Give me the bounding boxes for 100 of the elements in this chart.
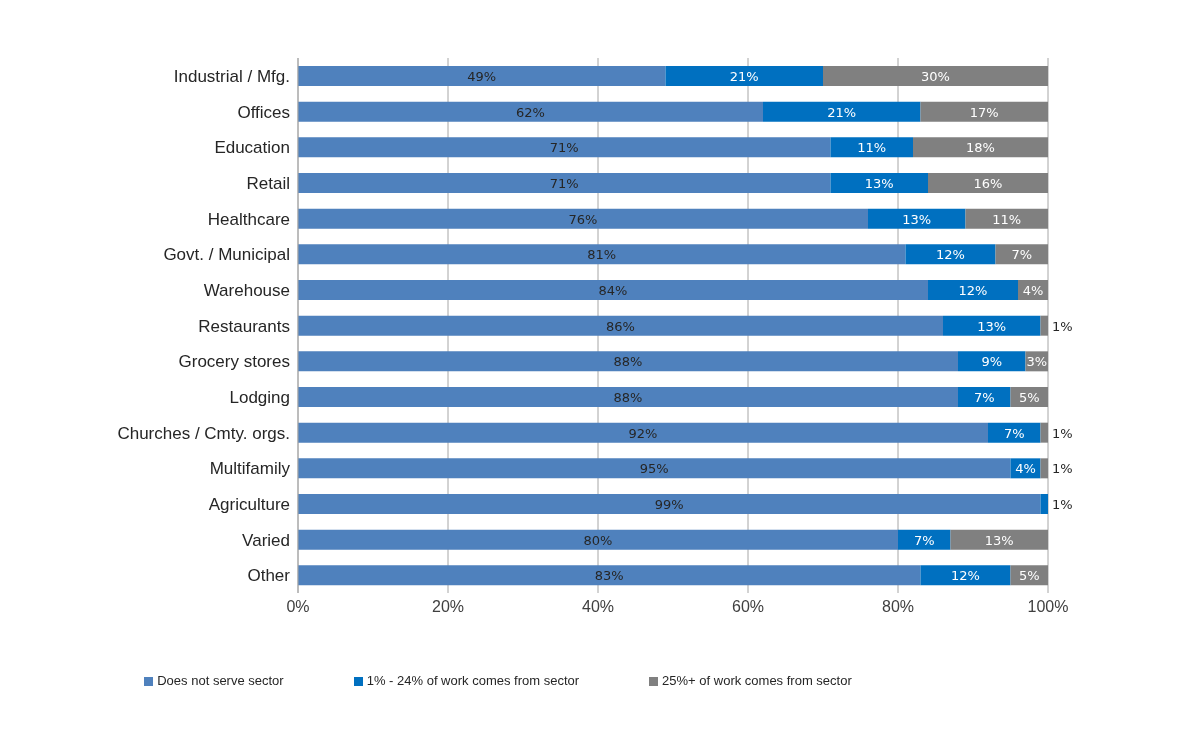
data-label: 5% — [1018, 568, 1040, 584]
data-label: 13% — [864, 176, 894, 191]
bar — [995, 244, 1048, 265]
y-tick-label: Churches / Cmty. orgs. — [117, 423, 290, 443]
legend-label: 25%+ of work comes from sector — [662, 673, 852, 688]
bar — [950, 529, 1048, 550]
data-label: 21% — [729, 69, 759, 84]
legend-label: 1% - 24% of work comes from sector — [366, 673, 580, 688]
bar — [1040, 494, 1048, 514]
data-label: 12% — [951, 568, 980, 584]
bar — [1040, 315, 1048, 336]
data-label: 1% — [1052, 497, 1073, 512]
bar — [928, 173, 1048, 193]
bar — [958, 387, 1011, 407]
bar — [298, 244, 906, 265]
data-label: 62% — [516, 104, 545, 120]
y-tick-label: Multifamily — [209, 459, 291, 479]
data-label: 92% — [628, 425, 658, 441]
x-tick-label: 100% — [1027, 598, 1069, 616]
bar — [298, 173, 831, 193]
y-tick-label: Retail — [246, 173, 290, 193]
data-label: 81% — [587, 247, 617, 263]
bar — [868, 208, 966, 229]
data-label: 4% — [1015, 461, 1036, 477]
data-label: 30% — [921, 69, 950, 84]
bar — [665, 66, 823, 86]
bar — [965, 208, 1048, 229]
data-label: 1% — [1052, 425, 1073, 441]
data-label: 71% — [549, 176, 579, 191]
bar — [988, 422, 1041, 443]
bar — [823, 66, 1048, 86]
data-label: 18% — [966, 140, 995, 156]
bar — [298, 66, 666, 86]
data-label: 86% — [606, 318, 635, 334]
data-label: 84% — [598, 283, 628, 298]
data-label: 76% — [568, 211, 598, 227]
bar — [943, 315, 1041, 336]
bar — [763, 101, 921, 122]
x-tick-label: 40% — [581, 598, 615, 616]
data-label: 49% — [467, 69, 497, 84]
y-tick-label: Varied — [242, 530, 290, 550]
data-label: 95% — [639, 461, 669, 477]
data-label: 3% — [1026, 354, 1048, 370]
x-tick-label: 20% — [431, 598, 465, 616]
data-label: 12% — [936, 247, 965, 263]
bar — [830, 137, 913, 158]
bar — [1040, 458, 1048, 479]
y-tick-label: Offices — [237, 102, 290, 122]
data-label: 7% — [1003, 425, 1025, 441]
data-label: 5% — [1018, 390, 1040, 405]
y-tick-label: Education — [214, 138, 290, 158]
data-label: 16% — [973, 176, 1003, 191]
data-label: 7% — [913, 532, 935, 548]
data-label: 1% — [1052, 461, 1073, 477]
bar — [898, 529, 951, 550]
data-label: 12% — [958, 283, 988, 298]
data-label: 13% — [984, 532, 1014, 548]
data-label: 4% — [1022, 283, 1044, 298]
y-tick-label: Agriculture — [208, 494, 290, 514]
data-label: 71% — [549, 140, 579, 156]
bar — [905, 244, 996, 265]
y-tick-label: Healthcare — [207, 209, 290, 229]
data-label: 80% — [583, 532, 613, 548]
data-label: 9% — [981, 354, 1003, 370]
data-label: 7% — [973, 390, 995, 405]
x-tick-label: 80% — [881, 598, 915, 616]
y-tick-label: Restaurants — [198, 316, 290, 336]
data-label: 21% — [827, 104, 857, 120]
data-label: 1% — [1052, 318, 1073, 334]
data-label: 88% — [613, 354, 643, 370]
bar — [1040, 422, 1048, 443]
bar — [298, 529, 898, 550]
bar — [298, 315, 943, 336]
legend-label: Does not serve sector — [157, 673, 284, 688]
data-label: 83% — [594, 568, 624, 584]
bar — [298, 458, 1011, 479]
x-tick-label: 0% — [286, 598, 310, 616]
bar — [298, 387, 958, 407]
bar — [298, 208, 868, 229]
bar — [958, 351, 1026, 372]
y-tick-label: Govt. / Municipal — [163, 245, 290, 265]
y-tick-label: Industrial / Mfg. — [173, 66, 290, 86]
y-tick-label: Grocery stores — [178, 352, 290, 372]
data-label: 7% — [1011, 247, 1033, 263]
bar — [830, 173, 928, 193]
y-tick-label: Lodging — [229, 387, 290, 407]
bar — [298, 422, 988, 443]
y-tick-label: Other — [247, 566, 291, 586]
bar — [920, 101, 1048, 122]
bar — [920, 565, 1011, 586]
data-label: 99% — [654, 497, 684, 512]
bar — [928, 280, 1018, 300]
data-label: 17% — [969, 104, 999, 120]
bar — [298, 565, 921, 586]
data-label: 88% — [613, 390, 643, 405]
bar — [298, 280, 928, 300]
bar — [913, 137, 1048, 158]
y-tick-label: Warehouse — [203, 280, 290, 300]
data-label: 13% — [902, 211, 932, 227]
bar — [298, 101, 763, 122]
